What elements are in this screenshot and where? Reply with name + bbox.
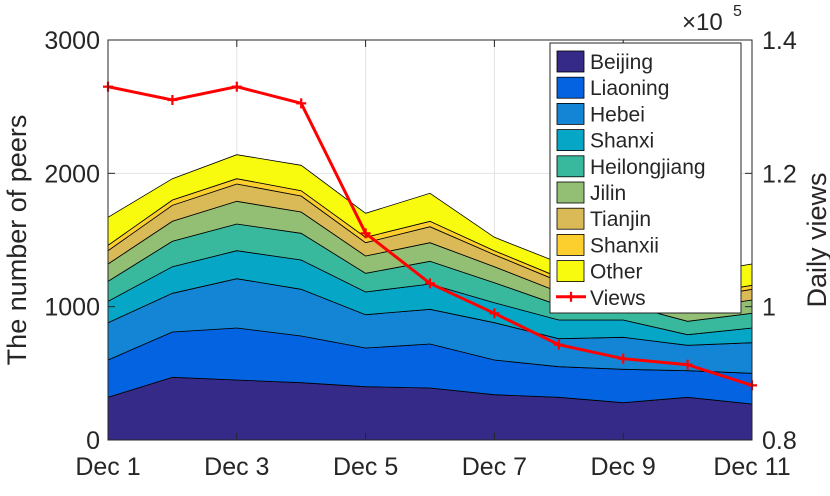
legend-label-tianjin: Tianjin	[590, 208, 651, 231]
y2-tick-label: 1	[762, 294, 776, 322]
legend-label-views: Views	[590, 287, 646, 310]
y-tick-label: 2000	[44, 160, 100, 188]
y2-tick-label: 1.4	[762, 27, 797, 55]
legend-swatch-shanxi	[556, 129, 585, 152]
views-marker	[618, 353, 629, 364]
legend-label-shanxii: Shanxii	[590, 234, 659, 257]
legend-label-jilin: Jilin	[590, 182, 626, 205]
x-tick-label: Dec 9	[591, 453, 656, 481]
y2-exponent-label: ×10	[682, 9, 723, 36]
axes-box	[107, 39, 753, 441]
x-tick-label: Dec 7	[462, 453, 527, 481]
legend-swatch-jilin	[556, 181, 585, 204]
y2-tick-label: 1.2	[762, 160, 797, 188]
legend-swatch-tianjin	[556, 207, 585, 230]
y2-tick-label: 0.8	[762, 427, 797, 455]
x-tick-label: Dec 3	[204, 453, 269, 481]
x-tick-label: Dec 5	[333, 453, 398, 481]
views-marker	[553, 339, 564, 350]
x-tick-label: Dec 11	[713, 453, 790, 481]
legend-swatch-beijing	[556, 50, 585, 73]
legend-label-liaoning: Liaoning	[590, 77, 669, 100]
legend-swatch-shanxii	[556, 233, 585, 256]
views-marker	[489, 308, 500, 319]
views-marker	[682, 359, 693, 370]
y-axis-label: The number of peers	[2, 115, 32, 366]
x-tick-label: Dec 1	[75, 453, 140, 481]
legend-label-heilongjiang: Heilongjiang	[590, 156, 706, 179]
legend: Beijing Liaoning Hebei Shanxi Heilongjiang Ji…	[549, 42, 742, 314]
legend-swatch-hebei	[556, 103, 585, 125]
views-marker	[296, 98, 307, 109]
legend-swatch-heilongjiang	[556, 155, 585, 178]
legend-swatch-liaoning	[556, 76, 585, 99]
y2-exponent-power: 5	[733, 3, 742, 20]
views-marker	[167, 95, 178, 105]
y-tick-label: 1000	[44, 294, 100, 322]
y-tick-label: 3000	[44, 27, 100, 55]
y2-axis-label: Daily views	[802, 172, 830, 307]
legend-swatch-other	[556, 260, 585, 283]
legend-label-other: Other	[590, 261, 643, 284]
y-tick-label: 0	[86, 427, 100, 455]
legend-label-beijing: Beijing	[590, 51, 653, 74]
legend-label-shanxi: Shanxi	[590, 130, 654, 153]
views-marker	[231, 81, 242, 92]
views-marker	[360, 228, 371, 239]
legend-label-hebei: Hebei	[590, 103, 645, 126]
views-marker	[425, 278, 435, 289]
